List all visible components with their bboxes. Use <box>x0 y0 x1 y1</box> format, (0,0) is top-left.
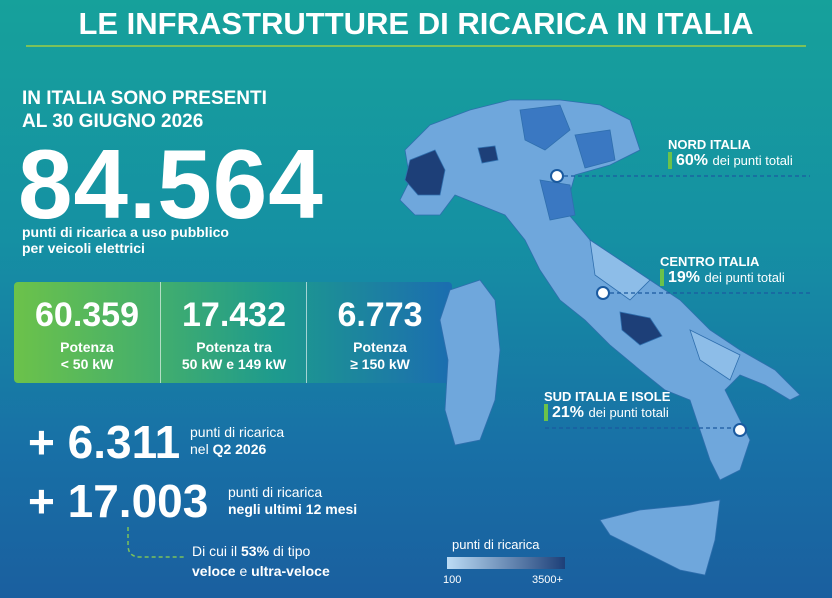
label-line: < 50 kW <box>60 356 114 372</box>
note-text: di tipo <box>272 543 311 559</box>
title: LE INFRASTRUTTURE DI RICARICA IN ITALIA <box>78 6 754 41</box>
province-light <box>689 329 741 381</box>
province-mid <box>519 104 571 151</box>
region-name: SUD ITALIA E ISOLE <box>544 389 671 404</box>
province-light <box>589 239 651 301</box>
marker <box>596 286 610 300</box>
region-label: CENTRO ITALIA 19% dei punti totali <box>660 254 785 287</box>
province-dark <box>619 311 663 346</box>
province-mid <box>574 129 616 169</box>
label-line: 50 kW e 149 kW <box>181 356 287 372</box>
label-line: Potenza <box>353 339 407 355</box>
region-name: NORD ITALIA <box>668 137 751 152</box>
dashed-line <box>127 527 186 558</box>
note-text: e <box>239 563 248 579</box>
region-label: SUD ITALIA E ISOLE 21% dei punti totali <box>544 389 670 422</box>
caption-line: per veicoli elettrici <box>22 240 145 256</box>
province-dark <box>404 149 446 196</box>
power-label: Potenza ≥ 150 kW <box>307 339 453 373</box>
note-bold: ultra-veloce <box>251 563 330 579</box>
title-underline <box>26 45 806 47</box>
intro-line: AL 30 GIUGNO 2026 <box>22 111 204 132</box>
power-box: 60.359 Potenza < 50 kW <box>14 282 160 383</box>
label-line: Potenza tra <box>196 339 272 355</box>
legend-max: 3500+ <box>532 574 563 586</box>
growth-bold: Q2 2026 <box>212 441 267 457</box>
legend-title: punti di ricarica <box>452 537 540 552</box>
growth-text: punti di ricarica nel Q2 2026 <box>190 424 284 458</box>
legend-gradient <box>447 557 565 569</box>
region-text: dei punti totali <box>704 270 785 285</box>
label-line: ≥ 150 kW <box>350 356 410 372</box>
note: Di cui il 53% di tipo veloce e ultra-vel… <box>192 541 330 581</box>
sicily <box>599 499 721 576</box>
power-value: 60.359 <box>35 296 139 334</box>
note-connector <box>127 527 186 558</box>
power-box: 17.432 Potenza tra 50 kW e 149 kW <box>160 282 307 383</box>
power-label: Potenza < 50 kW <box>14 339 160 373</box>
total: 84.564 <box>18 129 324 239</box>
growth-value: + 6.311 <box>28 416 181 468</box>
province-dark <box>477 145 499 164</box>
caption: punti di ricarica a uso pubblico per vei… <box>22 224 229 256</box>
intro: IN ITALIA SONO PRESENTI AL 30 GIUGNO 202… <box>22 87 267 133</box>
legend-min: 100 <box>443 574 462 586</box>
region-text: dei punti totali <box>712 153 793 168</box>
power-box: 6.773 Potenza ≥ 150 kW <box>306 282 453 383</box>
note-pct: 53% <box>241 543 270 559</box>
growth-line: nel <box>190 441 209 457</box>
region-label: NORD ITALIA 60% dei punti totali <box>668 137 793 170</box>
growth-bold: negli ultimi 12 mesi <box>228 501 358 517</box>
sardinia <box>439 279 501 446</box>
marker <box>550 169 564 183</box>
region-text: dei punti totali <box>588 405 669 420</box>
power-label: Potenza tra 50 kW e 149 kW <box>161 339 307 373</box>
growth-text: punti di ricarica negli ultimi 12 mesi <box>228 484 357 518</box>
note-bold: veloce <box>192 563 236 579</box>
power-value: 6.773 <box>337 296 423 334</box>
province-mid <box>539 179 576 221</box>
marker <box>733 423 747 437</box>
note-text: Di cui il <box>192 543 238 559</box>
region-name: CENTRO ITALIA <box>660 254 760 269</box>
region-pct: 21% <box>544 404 585 421</box>
growth-value: + 17.003 <box>28 475 209 527</box>
label-line: Potenza <box>60 339 114 355</box>
growth-line: punti di ricarica <box>190 424 285 440</box>
power-value: 17.432 <box>182 296 286 334</box>
caption-line: punti di ricarica a uso pubblico <box>22 224 229 240</box>
intro-line: IN ITALIA SONO PRESENTI <box>22 88 267 109</box>
power-panel <box>14 282 452 383</box>
region-pct: 19% <box>660 269 701 286</box>
growth-line: punti di ricarica <box>228 484 323 500</box>
region-pct: 60% <box>668 152 709 169</box>
